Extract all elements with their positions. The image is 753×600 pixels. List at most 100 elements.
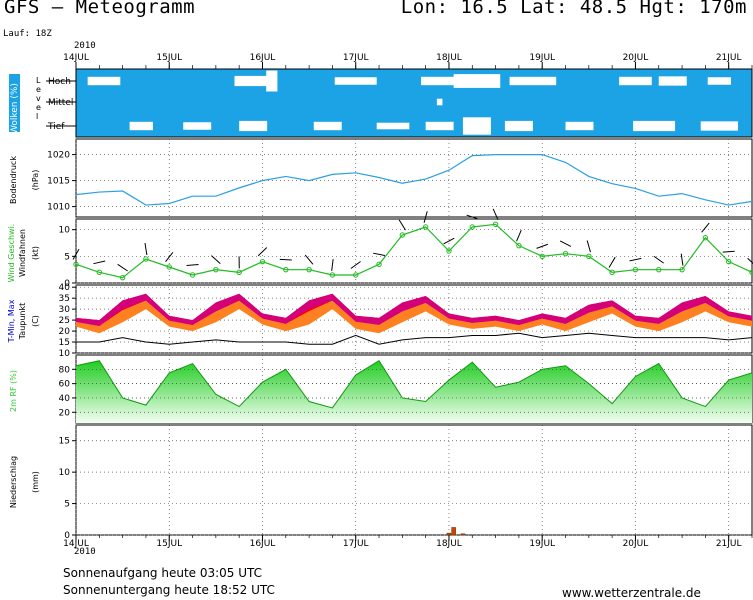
wind-barb-1 xyxy=(93,260,106,265)
xtick-top-5: 19JUL xyxy=(529,53,555,63)
panel-frame-2 xyxy=(75,218,753,284)
xtick-top-1: 15JUL xyxy=(156,53,182,63)
wind-point-3 xyxy=(143,256,149,262)
panel-3-ytick-label-5: 35 xyxy=(59,294,70,304)
cloud-band-8 xyxy=(658,76,687,86)
wind-barb-23 xyxy=(608,256,616,268)
panel-5-ytick-label-3: 15 xyxy=(59,437,70,447)
temp-max-band xyxy=(76,293,752,327)
xtick-bottom-2: 16JUL xyxy=(250,539,276,549)
wind-point-28 xyxy=(725,258,732,265)
wind-point-26 xyxy=(679,266,685,273)
xtick-top-7: 21JUL xyxy=(716,53,742,63)
wind-point-15 xyxy=(422,224,429,230)
cloud-sublabel-char-3: e xyxy=(36,103,41,112)
wind-barb-17 xyxy=(466,214,479,220)
wind-point-20 xyxy=(539,253,545,260)
panel-2-ytick-label-2: 10 xyxy=(59,226,71,236)
model-run: Lauf: 18Z xyxy=(3,29,52,39)
wind-barb-25 xyxy=(653,255,664,264)
panel-2-ytick-label-0: 0 xyxy=(64,279,70,289)
cloud-band-17 xyxy=(462,117,491,135)
cloud-sublabel-char-2: v xyxy=(36,94,41,103)
panel-3-ytick-label-3: 25 xyxy=(59,316,70,326)
xtick-bottom-5: 19JUL xyxy=(529,539,555,549)
xtick-top-2: 16JUL xyxy=(250,53,276,63)
cloud-band-19 xyxy=(565,121,594,131)
cloud-band-3 xyxy=(334,77,377,85)
cloud-band-14 xyxy=(313,121,342,131)
wind-point-23 xyxy=(609,269,615,276)
wind-point-21 xyxy=(562,250,569,257)
panel-3-ylabel-b: Taupunkt xyxy=(18,303,27,341)
wind-point-7 xyxy=(236,269,242,276)
cloud-band-13 xyxy=(239,120,268,132)
wind-point-8 xyxy=(259,258,266,265)
location-info: Lon: 16.5 Lat: 48.5 Hgt: 170m xyxy=(400,0,747,18)
xtick-top-4: 18JUL xyxy=(436,53,462,63)
panel-5-ytick-label-2: 10 xyxy=(59,468,71,478)
panel-4-ytick-label-3: 80 xyxy=(59,365,71,375)
wind-barb-18 xyxy=(492,208,499,221)
cloud-band-15 xyxy=(376,122,410,130)
panel-1-ytick-label-1: 1015 xyxy=(47,177,70,187)
page-title: GFS — Meteogramm xyxy=(4,0,196,18)
wind-barb-14 xyxy=(398,219,406,231)
xtick-bottom-4: 18JUL xyxy=(436,539,462,549)
cloud-band-16 xyxy=(425,121,454,131)
wind-barb-20 xyxy=(536,243,549,249)
panel-3-ytick-label-1: 15 xyxy=(59,338,70,348)
wind-barb-11 xyxy=(331,258,334,272)
wind-point-25 xyxy=(656,266,662,273)
cloud-band-11 xyxy=(129,121,153,131)
panel-3-ytick-label-4: 30 xyxy=(59,305,71,315)
xtick-top-6: 20JUL xyxy=(623,53,649,63)
site-link[interactable]: www.wetterzentrale.de xyxy=(562,586,701,600)
wind-point-18 xyxy=(492,221,499,228)
wind-barb-6 xyxy=(211,255,221,265)
cloud-sublabel-char-0: L xyxy=(36,76,41,85)
wind-barb-2 xyxy=(117,263,128,272)
wind-barb-26 xyxy=(680,253,684,266)
cloud-band-10 xyxy=(436,98,443,106)
temp-min-band xyxy=(76,300,752,334)
wind-point-27 xyxy=(702,234,709,241)
cloud-band-5 xyxy=(453,74,501,88)
panel-2-unit: (kt) xyxy=(31,246,40,260)
dewpoint-line xyxy=(76,332,753,345)
xtick-top-3: 17JUL xyxy=(343,53,369,63)
cloud-ylabel-bg xyxy=(9,74,20,132)
cloud-ylabel: Wolken (%) xyxy=(10,83,20,134)
cloud-band-7 xyxy=(619,76,652,86)
wind-point-16 xyxy=(446,248,452,254)
xtick-top-0: 14JUL xyxy=(63,53,89,63)
year-bottom: 2010 xyxy=(74,547,96,557)
panel-1-ylabel: Bodendruck xyxy=(9,156,18,204)
panel-frame-1 xyxy=(75,138,753,218)
panel-5-unit: (mm) xyxy=(31,471,40,493)
cloud-sublabel-char-1: e xyxy=(36,85,41,94)
panel-1-ytick-label-2: 1020 xyxy=(47,151,70,161)
wind-point-24 xyxy=(632,266,639,273)
wind-barb-12 xyxy=(350,261,361,269)
sunset-text: Sonnenuntergang heute 18:52 UTC xyxy=(63,583,275,597)
wind-point-0 xyxy=(73,261,79,268)
panel-4-ylabel: 2m RF (%) xyxy=(9,370,18,412)
wind-point-2 xyxy=(119,274,126,281)
wind-point-4 xyxy=(166,264,172,270)
wind-barb-15 xyxy=(423,211,428,223)
wind-barb-8 xyxy=(257,247,268,257)
panel-3-unit: (C) xyxy=(31,315,40,327)
sunrise-text: Sonnenaufgang heute 03:05 UTC xyxy=(63,566,263,580)
cloud-band-18 xyxy=(504,120,533,132)
wind-point-19 xyxy=(516,242,522,249)
wind-barb-29 xyxy=(747,257,753,267)
cloud-band-20 xyxy=(633,120,676,132)
wind-point-14 xyxy=(399,232,406,238)
wind-barb-10 xyxy=(304,254,314,265)
wind-point-29 xyxy=(749,269,753,276)
wind-point-22 xyxy=(586,253,592,260)
wind-point-13 xyxy=(376,261,382,268)
panel-frame-5 xyxy=(75,424,753,536)
cloud-band-2 xyxy=(266,70,278,92)
